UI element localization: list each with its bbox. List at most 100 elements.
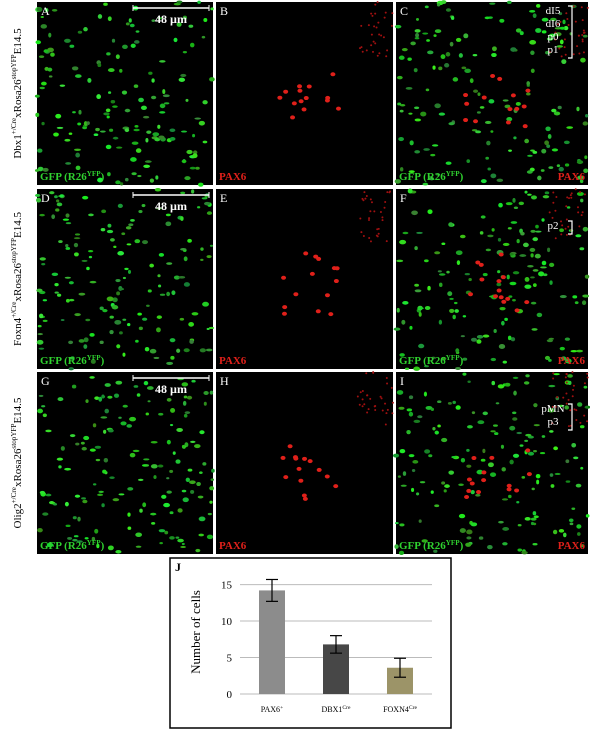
green-cell: [426, 39, 430, 42]
green-cell: [169, 338, 176, 343]
red-cell: [297, 88, 303, 93]
red-cell: [283, 475, 289, 480]
green-cell: [475, 493, 481, 497]
green-cell: [73, 252, 79, 257]
green-cell: [173, 275, 180, 280]
red-cell: [493, 294, 499, 299]
green-cell: [171, 290, 176, 296]
red-cell: [496, 279, 502, 284]
green-cell: [38, 55, 45, 58]
green-cell: [130, 157, 137, 162]
red-cell: [514, 308, 520, 313]
green-cell: [462, 315, 467, 318]
green-cell: [187, 238, 192, 243]
green-cell: [508, 149, 512, 152]
text-part: ): [460, 355, 464, 367]
green-cell: [127, 269, 132, 274]
green-cell: [458, 483, 464, 486]
green-cell: [532, 13, 537, 19]
red-cell: [573, 408, 576, 411]
green-cell: [166, 291, 171, 297]
red-cell: [378, 52, 381, 55]
red-cell: [497, 76, 503, 81]
green-cell: [40, 24, 48, 29]
green-cell: [542, 195, 550, 199]
green-cell: [414, 106, 420, 110]
green-cell: [526, 92, 531, 96]
bracket: [568, 403, 573, 431]
green-cell: [449, 297, 454, 300]
red-cell: [371, 14, 374, 17]
red-cell: [548, 211, 551, 214]
green-cell: [169, 469, 174, 473]
green-cell: [512, 299, 516, 302]
red-cell: [498, 252, 504, 257]
red-cell: [526, 472, 532, 477]
domain-label: dI5: [546, 5, 561, 17]
green-cell: [509, 252, 514, 256]
green-cell: [527, 154, 533, 157]
green-cell: [37, 324, 42, 328]
y-tick-label: 15: [221, 580, 233, 592]
green-cell: [82, 126, 87, 130]
green-cell: [133, 385, 139, 388]
green-cell: [402, 471, 407, 476]
green-cell: [417, 415, 423, 419]
red-cell: [569, 194, 572, 197]
green-cell: [42, 319, 48, 322]
green-cell: [58, 240, 63, 244]
green-cell: [83, 344, 88, 349]
green-cell: [420, 111, 427, 117]
red-cell: [302, 496, 308, 501]
green-cell: [400, 484, 407, 487]
green-cell: [576, 106, 580, 112]
green-cell: [482, 273, 488, 277]
green-cell: [151, 522, 156, 525]
green-cell: [441, 242, 446, 246]
superscript: stopYFP: [10, 54, 18, 79]
cells: [35, 187, 215, 371]
red-cell: [586, 6, 589, 9]
green-cell: [460, 457, 466, 463]
green-cell: [539, 451, 546, 455]
green-cell: [56, 126, 64, 129]
green-cell: [512, 417, 518, 421]
green-cell: [165, 221, 172, 227]
red-cell: [489, 455, 495, 460]
green-cell: [190, 440, 196, 443]
green-cell: [567, 374, 573, 378]
green-cell: [119, 68, 123, 73]
green-cell: [181, 159, 187, 163]
green-cell: [35, 112, 40, 117]
superscript: YFP: [446, 170, 461, 178]
green-cell: [427, 209, 433, 215]
green-cell: [441, 481, 446, 485]
green-cell: [499, 18, 505, 23]
green-cell: [445, 161, 452, 165]
green-cell: [544, 355, 551, 361]
red-cell: [496, 288, 502, 293]
red-cell: [375, 26, 378, 29]
green-cell: [182, 497, 189, 503]
domain-label: pMN: [541, 403, 564, 415]
text-part: Foxn4: [12, 317, 24, 346]
green-cell: [82, 499, 88, 504]
green-cell: [454, 309, 459, 313]
green-cell: [165, 213, 171, 217]
green-cell: [191, 189, 195, 194]
green-cell: [65, 298, 70, 303]
green-cell: [471, 411, 476, 415]
red-cell: [579, 421, 582, 424]
green-cell: [181, 542, 185, 546]
green-cell: [210, 478, 214, 481]
green-cell: [537, 175, 542, 181]
green-cell: [183, 348, 190, 353]
green-cell: [584, 405, 590, 409]
green-cell: [523, 381, 530, 385]
green-cell: [45, 429, 52, 433]
green-cell: [91, 536, 96, 542]
green-cell: [519, 31, 524, 36]
green-cell: [76, 540, 83, 543]
green-cell: [65, 246, 71, 250]
